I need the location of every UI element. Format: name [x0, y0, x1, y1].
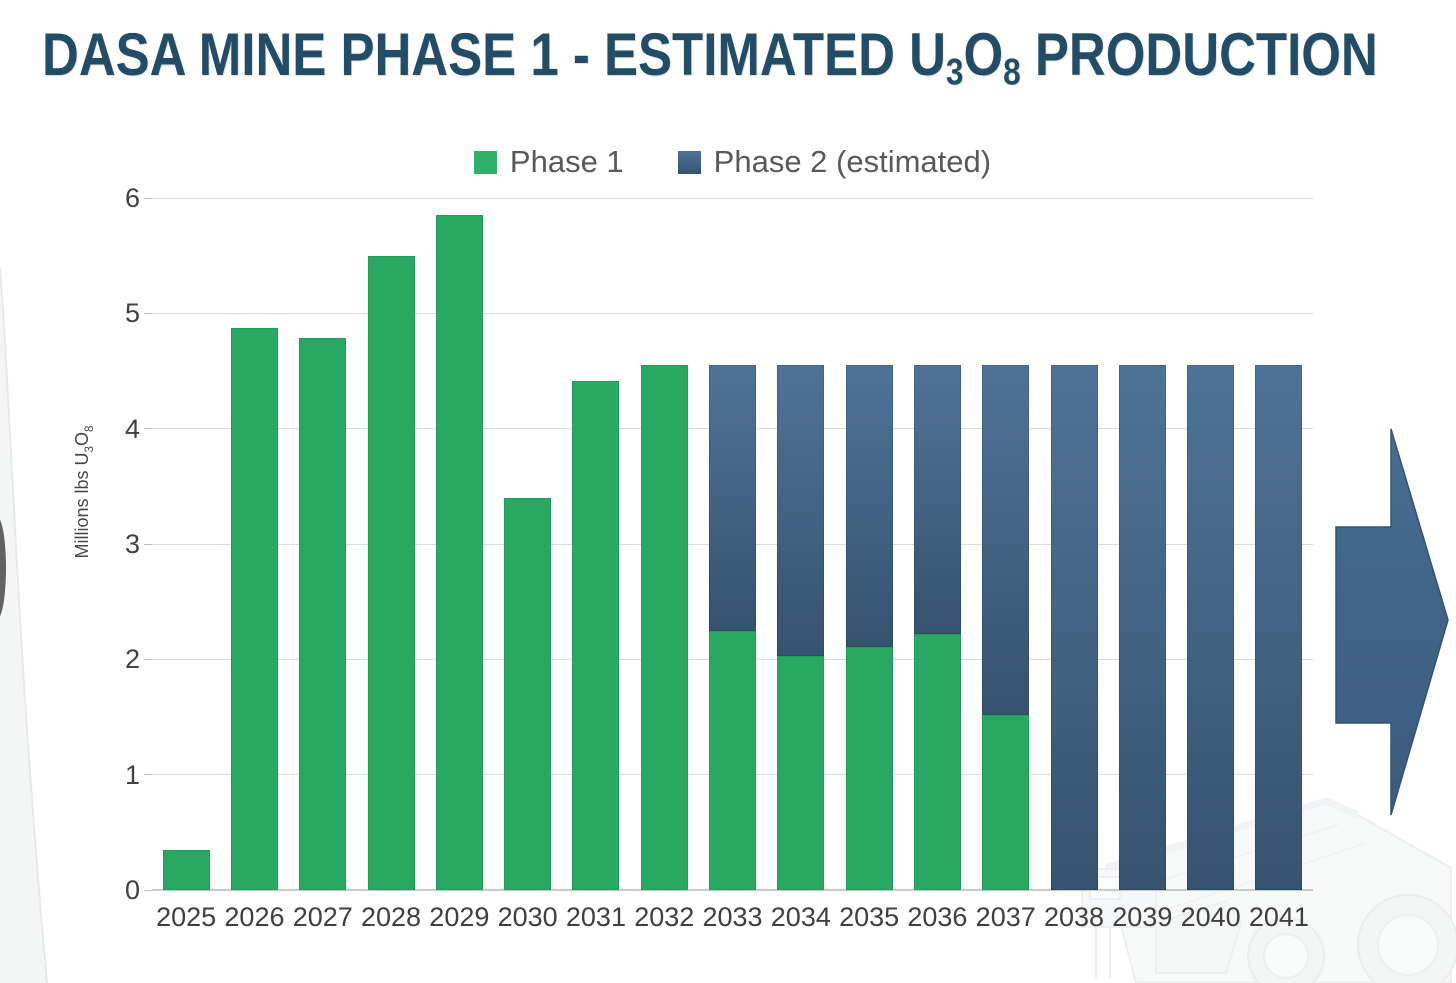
y-tick-label-5: 5	[124, 298, 140, 329]
legend-item-phase2: Phase 2 (estimated)	[677, 144, 992, 180]
y-tick-mark-3	[144, 543, 152, 545]
y-axis-title-o: O	[72, 431, 93, 446]
bar-group-2034	[767, 198, 835, 890]
x-tick-label-2025: 2025	[156, 902, 217, 932]
bar-2037-phase2	[982, 365, 1030, 715]
title-text-suffix: PRODUCTION	[1020, 21, 1378, 88]
y-tick-mark-1	[144, 774, 152, 776]
y-tick-mark-0	[144, 889, 152, 891]
plot-area	[144, 197, 1313, 891]
legend-swatch-phase1	[473, 150, 497, 174]
bar-group-2039	[1108, 198, 1176, 890]
y-tick-label-3: 3	[124, 529, 140, 559]
bar-group-2026	[220, 198, 288, 890]
bar-2026-phase1	[230, 328, 278, 890]
bar-group-2040	[1176, 198, 1244, 890]
x-tick-label-2030: 2030	[497, 902, 558, 932]
bar-2029-phase1	[435, 215, 483, 890]
bars-container	[152, 198, 1313, 890]
bar-2035-phase1	[845, 646, 893, 890]
gridline-0	[152, 889, 1313, 891]
gridline-6	[152, 197, 1313, 199]
bar-group-2033	[698, 198, 766, 890]
bar-group-2031	[562, 198, 630, 890]
y-tick-label-0: 0	[124, 875, 140, 905]
page-title: DASA MINE PHASE 1 - ESTIMATED U3O8 PRODU…	[42, 20, 1378, 93]
bar-group-2041	[1245, 198, 1313, 890]
bar-2039-phase2	[1118, 365, 1166, 890]
bar-group-2035	[835, 198, 903, 890]
bar-2038-phase2	[1050, 365, 1098, 890]
x-tick-label-2040: 2040	[1180, 902, 1241, 932]
x-tick-label-2026: 2026	[224, 902, 285, 932]
bar-group-2029	[425, 198, 493, 890]
bar-2035-phase2	[845, 365, 893, 647]
y-tick-label-6: 6	[124, 183, 140, 213]
bar-2034-phase1	[777, 655, 825, 890]
chart-legend: Phase 1 Phase 2 (estimated)	[152, 144, 1313, 180]
bar-group-2025	[152, 198, 220, 890]
bar-group-2032	[630, 198, 698, 890]
x-tick-label-2041: 2041	[1248, 902, 1309, 932]
bar-2032-phase1	[640, 365, 688, 890]
y-tick-label-4: 4	[124, 413, 140, 444]
legend-label-phase2: Phase 2 (estimated)	[713, 144, 992, 179]
y-tick-label-1: 1	[124, 759, 140, 790]
legend-label-phase1: Phase 1	[509, 144, 624, 179]
bar-2028-phase1	[367, 255, 415, 890]
legend-item-phase1: Phase 1	[473, 144, 624, 180]
y-axis-subscript-3: 3	[82, 445, 96, 453]
legend-swatch-phase2	[677, 150, 701, 174]
title-subscript-8: 8	[1003, 50, 1021, 93]
y-tick-mark-4	[144, 428, 152, 430]
right-arrow-icon	[1335, 428, 1449, 816]
y-tick-mark-5	[144, 312, 152, 314]
x-tick-label-2032: 2032	[634, 902, 695, 932]
x-axis-labels: 2025 2026 2027 2028 2029 2030 2031 2032 2033 2034…	[152, 902, 1313, 933]
bar-2036-phase1	[913, 633, 961, 890]
bar-group-2028	[357, 198, 425, 890]
x-tick-label-2033: 2033	[702, 902, 763, 932]
x-tick-label-2035: 2035	[839, 902, 900, 932]
bar-2025-phase1	[162, 849, 210, 890]
x-tick-label-2028: 2028	[361, 902, 422, 932]
bar-group-2027	[289, 198, 357, 890]
bar-group-2037	[972, 198, 1040, 890]
bar-2033-phase1	[709, 630, 757, 890]
title-text-o: O	[963, 21, 1004, 88]
x-tick-label-2037: 2037	[975, 902, 1036, 932]
x-tick-label-2039: 2039	[1112, 902, 1173, 932]
x-tick-label-2036: 2036	[907, 902, 968, 932]
background-swoosh	[0, 267, 48, 983]
x-tick-label-2027: 2027	[292, 902, 353, 932]
bar-2041-phase2	[1255, 365, 1303, 890]
bar-2033-phase2	[709, 365, 757, 631]
y-axis-title-text: Millions lbs U	[72, 452, 93, 559]
bar-2040-phase2	[1187, 365, 1235, 890]
x-tick-label-2038: 2038	[1043, 902, 1105, 932]
bar-2037-phase1	[982, 714, 1030, 890]
title-subscript-3: 3	[945, 50, 964, 93]
bar-2034-phase2	[777, 365, 825, 656]
x-tick-label-2034: 2034	[770, 902, 831, 932]
bar-group-2036	[903, 198, 971, 890]
bar-group-2038	[1040, 198, 1108, 890]
y-tick-mark-2	[144, 658, 152, 660]
x-tick-label-2029: 2029	[429, 902, 490, 932]
y-tick-mark-6	[144, 197, 152, 199]
gridline-5	[152, 312, 1313, 314]
bar-2030-phase1	[504, 497, 552, 890]
title-text: DASA MINE PHASE 1 - ESTIMATED U	[42, 21, 946, 88]
x-tick-label-2031: 2031	[565, 902, 626, 932]
y-tick-label-2: 2	[124, 644, 140, 675]
bar-2036-phase2	[913, 365, 961, 634]
bar-2031-phase1	[572, 381, 620, 890]
bar-group-2030	[493, 198, 561, 890]
bar-2027-phase1	[299, 337, 347, 890]
